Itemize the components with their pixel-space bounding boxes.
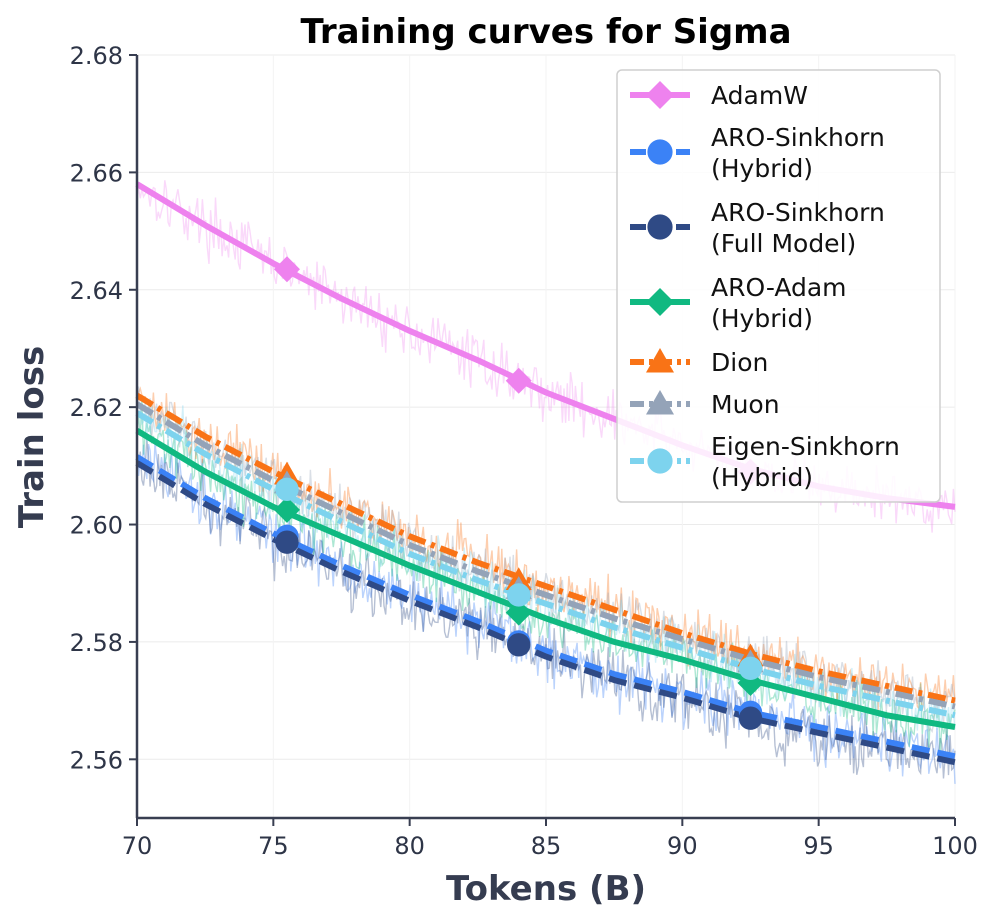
marker-aro-sinkhorn-full-model — [275, 530, 299, 554]
legend-box — [616, 69, 941, 503]
y-tick-label: 2.60 — [70, 512, 123, 540]
legend-label-muon: Muon — [711, 390, 780, 419]
legend-marker-aro-adam-hybrid — [646, 288, 674, 316]
series-line-aro-sinkhorn-full-model — [135, 460, 956, 766]
marker-eigen-sinkhorn-hybrid — [507, 583, 531, 607]
y-axis-label: Train loss — [12, 346, 52, 528]
legend-label-adamw: AdamW — [711, 81, 808, 110]
legend-label-aro-adam-hybrid: ARO-Adam (Hybrid) — [711, 273, 847, 333]
chart-title: Training curves for Sigma — [300, 12, 791, 52]
x-tick-label: 95 — [803, 832, 834, 860]
legend-label-aro-sinkhorn-hybrid: ARO-Sinkhorn (Hybrid) — [711, 123, 885, 183]
marker-aro-adam-hybrid — [505, 599, 532, 626]
marker-eigen-sinkhorn-hybrid — [275, 477, 299, 502]
axis-ticks: 70 75 80 85 90 95 100 2.56 2.58 2.60 2.62 2.64 2.66 2… — [70, 42, 978, 860]
x-tick-label: 75 — [258, 832, 289, 860]
x-tick-label: 100 — [932, 832, 978, 860]
legend-label-eigen-sinkhorn-hybrid: Eigen-Sinkhorn (Hybrid) — [711, 432, 900, 492]
legend-marker-adamw — [646, 81, 674, 109]
y-tick-label: 2.68 — [70, 42, 123, 70]
y-tick-label: 2.62 — [70, 394, 123, 422]
series-line-muon — [135, 401, 956, 710]
marker-aro-sinkhorn-full-model — [738, 706, 763, 730]
legend-marker-dion — [646, 348, 674, 373]
marker-adamw — [505, 367, 532, 394]
y-tick-label: 2.66 — [70, 159, 123, 187]
y-tick-label: 2.56 — [70, 746, 123, 774]
series-line-eigen-sinkhorn-hybrid — [135, 410, 956, 719]
legend-marker-muon — [646, 390, 674, 415]
x-tick-label: 85 — [531, 832, 562, 860]
series-line-aro-sinkhorn-hybrid — [135, 454, 956, 760]
legend-marker-eigen-sinkhorn-hybrid — [647, 448, 673, 474]
x-axis-label: Tokens (B) — [446, 869, 646, 909]
marker-eigen-sinkhorn-hybrid — [738, 656, 763, 681]
raw-trace-muon — [136, 386, 956, 734]
series-line-dion — [135, 392, 956, 704]
legend-marker-aro-sinkhorn-hybrid — [647, 139, 673, 165]
x-tick-label: 90 — [667, 832, 698, 860]
series-line-aro-adam-hybrid — [135, 428, 956, 730]
legend: AdamW ARO-Sinkhorn (Hybrid) ARO-Sinkhorn (Fu… — [616, 69, 941, 503]
legend-label-dion: Dion — [711, 348, 768, 377]
marker-aro-adam-hybrid — [273, 496, 300, 523]
raw-trace-aro-sinkhorn-full-model — [136, 438, 956, 779]
y-tick-label: 2.64 — [70, 277, 123, 305]
x-tick-label: 80 — [394, 832, 425, 860]
y-tick-label: 2.58 — [70, 629, 123, 657]
legend-label-aro-sinkhorn-full-model: ARO-Sinkhorn (Full Model) — [711, 198, 885, 258]
marker-aro-sinkhorn-full-model — [507, 633, 531, 657]
legend-marker-aro-sinkhorn-full-model — [647, 214, 673, 240]
marker-adamw — [273, 256, 300, 283]
x-tick-label: 70 — [122, 832, 153, 860]
